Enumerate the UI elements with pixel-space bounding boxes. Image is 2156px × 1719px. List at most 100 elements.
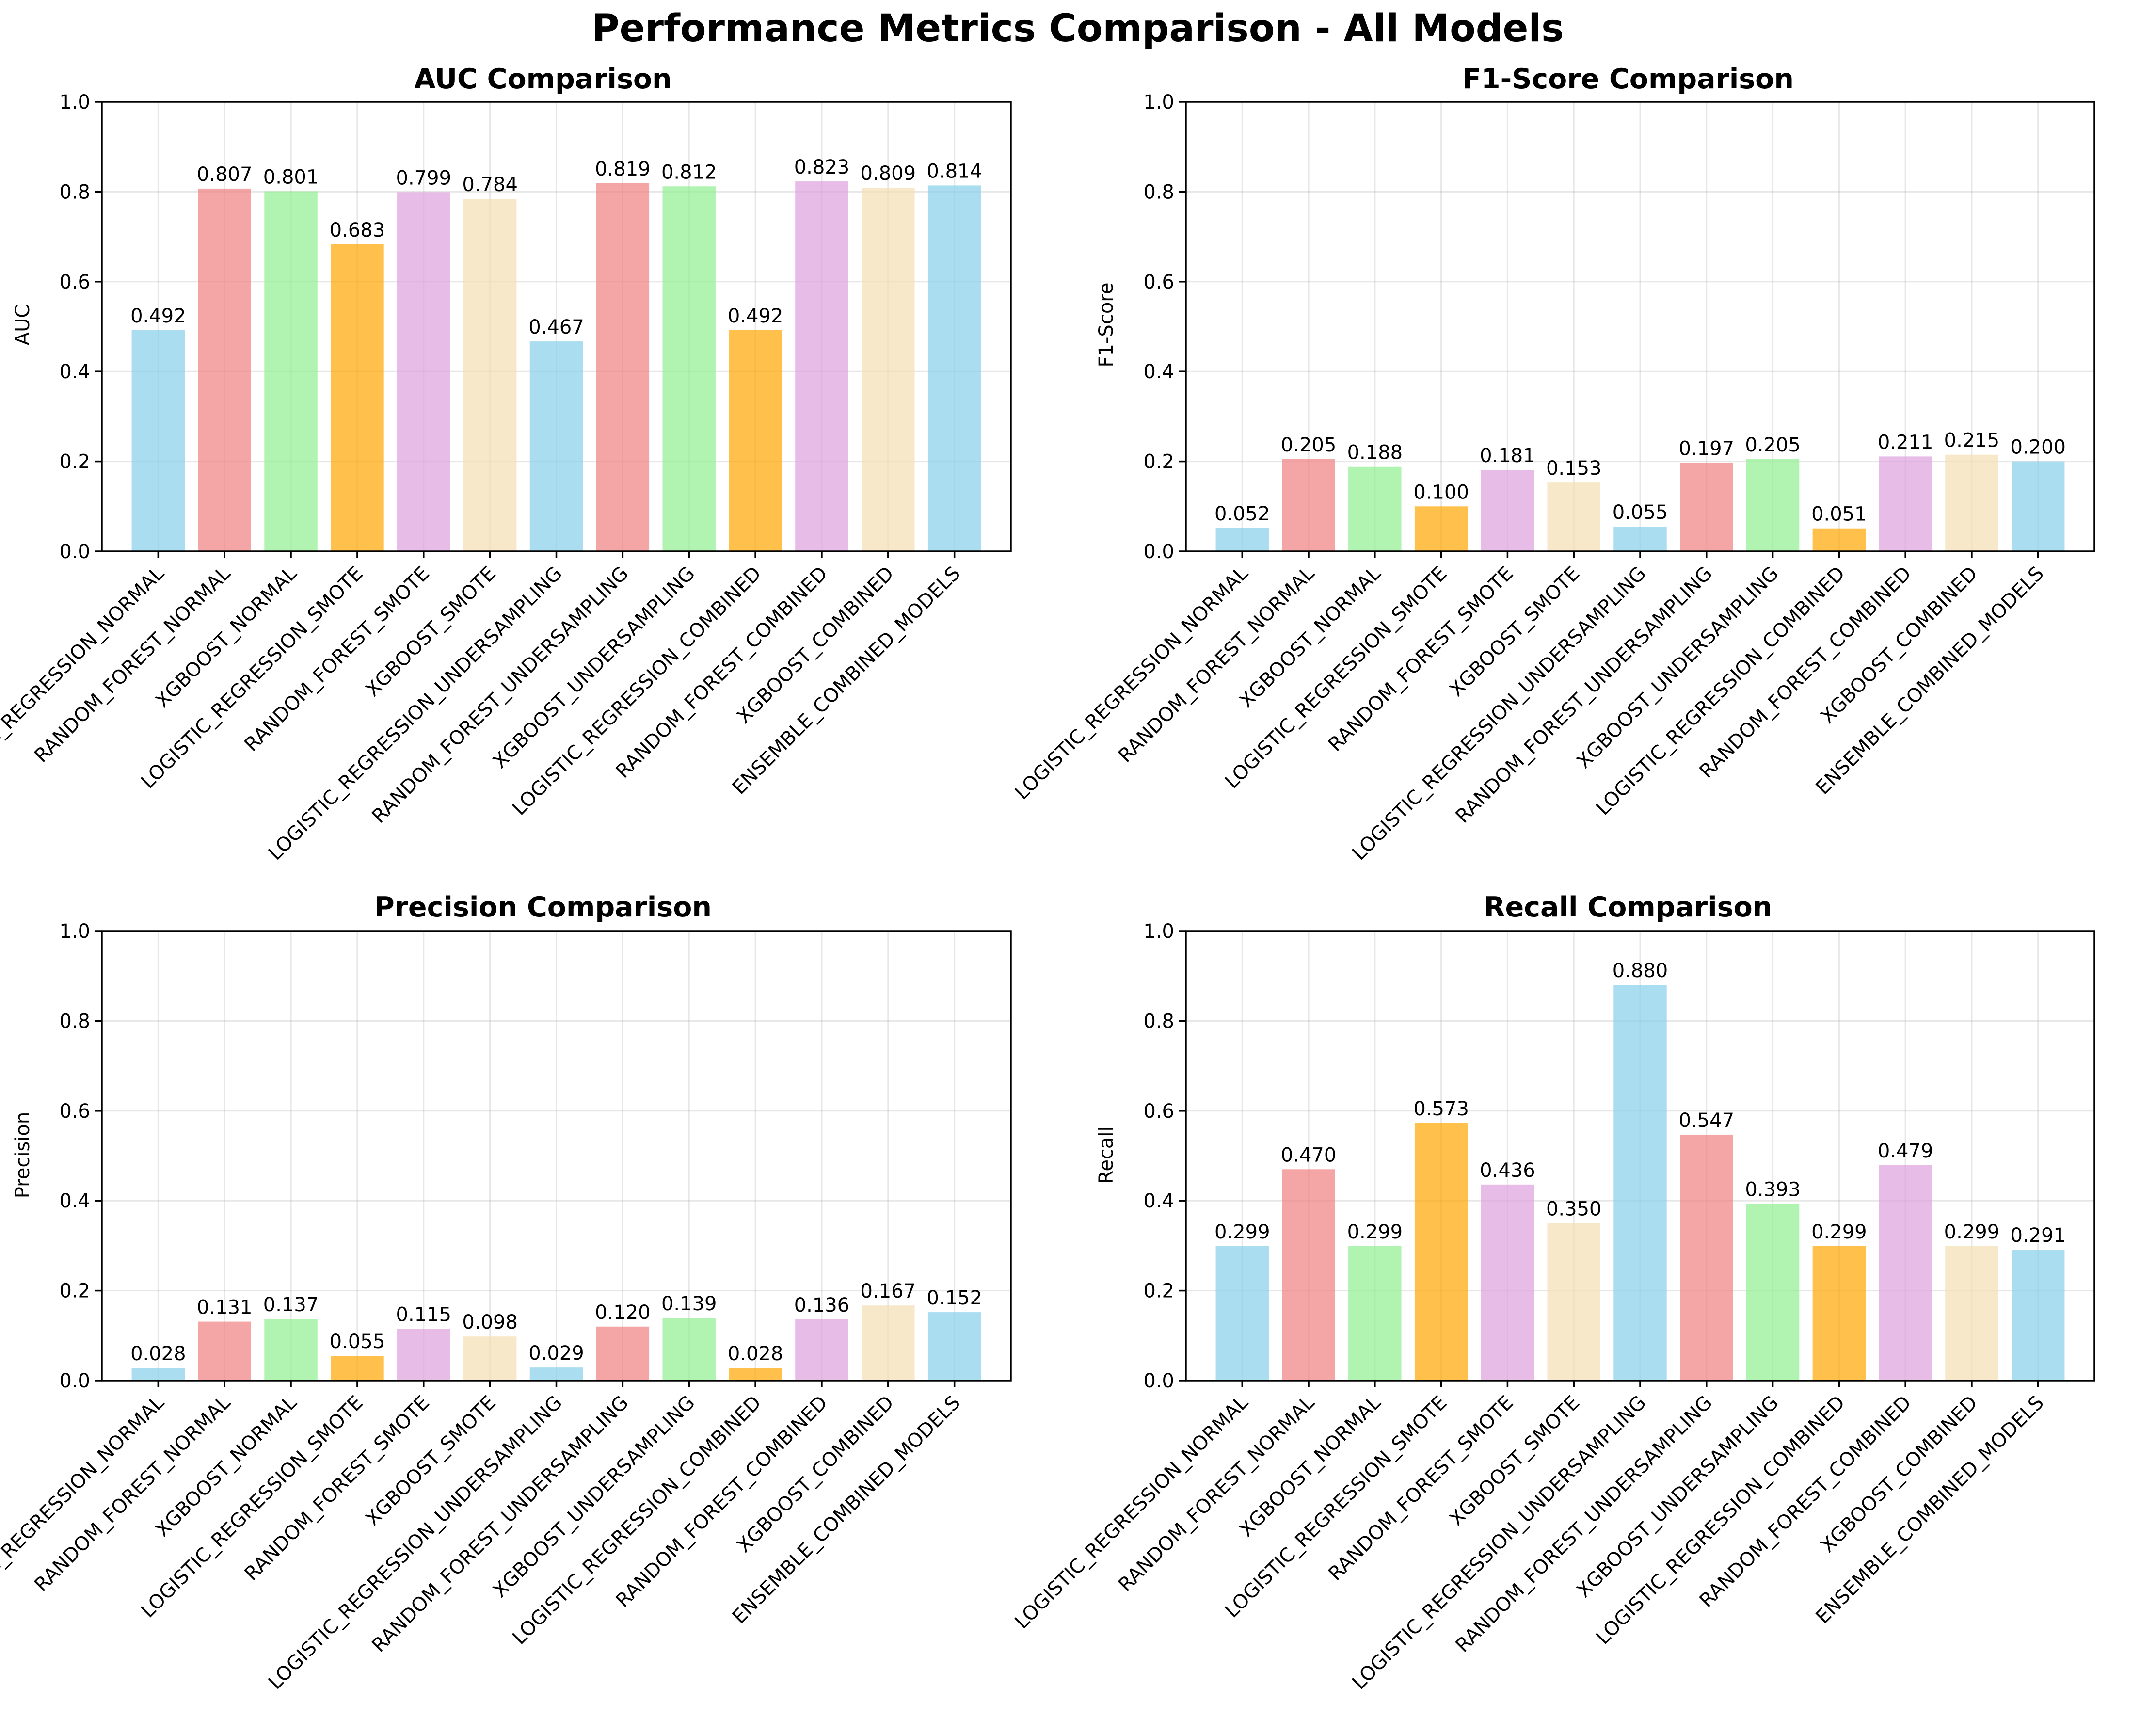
y-tick-label: 0.2 <box>59 1280 90 1302</box>
x-tick-label: ENSEMBLE_COMBINED_MODELS <box>1812 562 2048 799</box>
y-tick-label: 0.6 <box>59 1100 90 1123</box>
data-label: 0.205 <box>1745 434 1801 456</box>
bar <box>198 1321 251 1381</box>
bar <box>264 1319 318 1381</box>
data-label: 0.479 <box>1878 1140 1933 1162</box>
panel-title: Precision Comparison <box>374 891 712 923</box>
bar <box>862 1305 915 1381</box>
y-tick-label: 0.6 <box>1143 1100 1174 1123</box>
bar <box>198 188 251 551</box>
data-label: 0.136 <box>794 1294 850 1317</box>
y-axis-label: Precision <box>12 1112 34 1198</box>
bar <box>862 188 915 551</box>
data-label: 0.801 <box>263 166 319 188</box>
bar <box>331 244 384 551</box>
data-label: 0.492 <box>728 305 783 327</box>
x-tick-label: ENSEMBLE_COMBINED_MODELS <box>728 562 965 799</box>
data-label: 0.211 <box>1878 431 1933 453</box>
bar <box>1215 528 1269 551</box>
x-tick-label: LOGISTIC_REGRESSION_COMBINED <box>1592 1392 1849 1649</box>
data-label: 0.100 <box>1413 481 1469 503</box>
y-tick-label: 0.4 <box>1143 361 1174 383</box>
bar <box>1481 470 1534 551</box>
data-label: 0.139 <box>661 1293 717 1315</box>
y-tick-label: 0.6 <box>59 271 90 293</box>
axes-frame <box>101 930 1012 1382</box>
y-tick-label: 0.0 <box>1143 1370 1174 1392</box>
bar <box>2012 461 2065 551</box>
data-label: 0.188 <box>1347 442 1403 464</box>
x-tick-label: XGBOOST_SMOTE <box>361 1392 500 1530</box>
data-label: 0.299 <box>1811 1221 1867 1243</box>
x-tick-label: LOGISTIC_REGRESSION_COMBINED <box>508 562 766 820</box>
bar <box>1879 1165 1932 1381</box>
y-tick-label: 0.6 <box>1143 271 1174 293</box>
data-label: 0.573 <box>1413 1098 1469 1120</box>
data-label: 0.115 <box>396 1303 452 1326</box>
data-label: 0.809 <box>861 162 916 185</box>
bar <box>1680 463 1733 551</box>
data-label: 0.812 <box>661 161 717 183</box>
bar <box>1282 459 1335 551</box>
data-label: 0.052 <box>1214 503 1270 525</box>
y-tick-label: 0.2 <box>1143 1280 1174 1302</box>
data-label: 0.823 <box>794 156 850 178</box>
bar <box>1481 1184 1534 1381</box>
panel-title: AUC Comparison <box>414 63 671 95</box>
bar <box>729 1368 782 1381</box>
panel-title: F1-Score Comparison <box>1462 63 1794 95</box>
bar <box>662 1318 716 1381</box>
bar <box>1547 482 1600 551</box>
bar <box>795 1319 848 1381</box>
recall-panel: Recall Comparison Recall 0.0 0.2 0.4 0.6 0.8… <box>1011 891 2095 1694</box>
y-axis-label: AUC <box>12 305 34 346</box>
x-tick-label: ENSEMBLE_COMBINED_MODELS <box>728 1392 965 1628</box>
bar <box>1746 1204 1800 1381</box>
data-label: 0.547 <box>1679 1109 1735 1132</box>
bar <box>1812 528 1866 551</box>
bar <box>1879 456 1932 551</box>
bar <box>596 1326 650 1381</box>
data-label: 0.200 <box>2010 436 2066 459</box>
data-label: 0.028 <box>130 1343 186 1365</box>
data-label: 0.051 <box>1811 503 1867 526</box>
figure-title: Performance Metrics Comparison - All Mod… <box>591 7 1564 50</box>
y-tick-label: 0.2 <box>59 451 90 473</box>
y-axis-label: Recall <box>1095 1126 1118 1184</box>
y-tick-label: 0.0 <box>59 541 90 563</box>
data-label: 0.814 <box>926 160 982 182</box>
bar <box>927 1312 981 1381</box>
panel-title: Recall Comparison <box>1484 891 1773 923</box>
data-label: 0.197 <box>1679 437 1735 460</box>
data-label: 0.683 <box>330 219 385 241</box>
data-label: 0.055 <box>1613 501 1668 524</box>
bar <box>1613 985 1667 1381</box>
y-tick-label: 0.4 <box>59 361 90 383</box>
y-tick-label: 1.0 <box>59 91 90 113</box>
data-label: 0.799 <box>396 167 452 189</box>
x-tick-label: LOGISTIC_REGRESSION_NORMAL <box>0 1391 169 1633</box>
data-label: 0.436 <box>1480 1159 1535 1182</box>
bar <box>1945 454 1998 551</box>
data-label: 0.880 <box>1613 960 1668 982</box>
data-label: 0.131 <box>197 1297 253 1319</box>
y-tick-label: 0.8 <box>59 181 90 203</box>
bar <box>529 341 583 551</box>
bar <box>795 181 848 552</box>
data-label: 0.784 <box>462 174 518 196</box>
data-label: 0.393 <box>1745 1179 1801 1201</box>
x-tick-label: LOGISTIC_REGRESSION_NORMAL <box>0 562 169 804</box>
data-label: 0.153 <box>1546 457 1602 480</box>
y-tick-label: 0.8 <box>1143 1010 1174 1032</box>
bar <box>596 183 650 551</box>
y-tick-label: 0.8 <box>59 1010 90 1032</box>
bar <box>729 330 782 551</box>
bar <box>397 192 450 551</box>
bar <box>529 1367 583 1381</box>
bar <box>2012 1250 2065 1381</box>
bar <box>463 199 517 551</box>
f1-score-panel: F1-Score Comparison F1-Score 0.0 0.2 0.4 0.… <box>1011 63 2095 865</box>
data-label: 0.291 <box>2010 1224 2066 1247</box>
data-label: 0.029 <box>528 1342 584 1365</box>
